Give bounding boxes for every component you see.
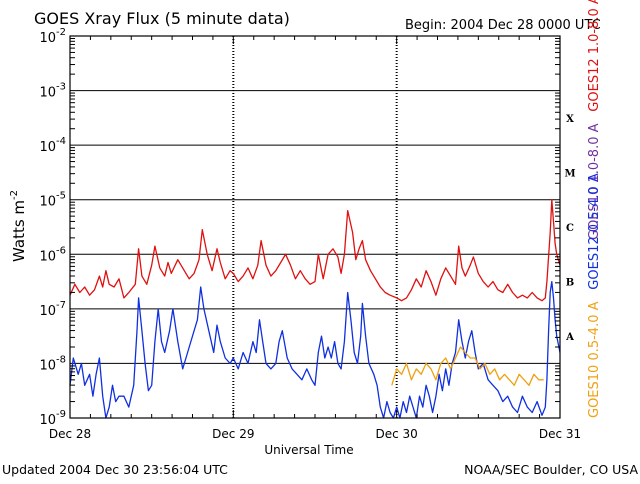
x-tick-label: Dec 31: [539, 427, 581, 441]
y-axis-label: Watts m-2: [9, 190, 28, 262]
plot-frame: [69, 35, 561, 419]
flare-class-label: B: [566, 278, 574, 289]
legend-goes10-short: GOES10 0.5-4.0 A: [587, 301, 602, 418]
flare-class-label: A: [565, 332, 574, 343]
x-tick-labels: Dec 28 Dec 29 Dec 30 Dec 31: [49, 427, 581, 441]
y-tick-label: 10-8: [39, 354, 66, 373]
y-tick-label: 10-4: [39, 136, 66, 155]
flare-class-label: X: [566, 114, 574, 125]
legend-goes10-long: GOES10 1.0-8.0 A: [587, 123, 602, 240]
y-tick-label: 10-3: [39, 82, 66, 101]
legend-goes12-long: GOES12 1.0-8.0 A: [587, 0, 602, 112]
series-lines: [69, 199, 561, 419]
footer-source: NOAA/SEC Boulder, CO USA: [464, 462, 638, 477]
y-tick-label: 10-6: [39, 245, 66, 264]
y-tick-label: 10-2: [39, 27, 66, 46]
chart-title: GOES Xray Flux (5 minute data): [34, 9, 290, 28]
x-tick-label: Dec 29: [212, 427, 254, 441]
y-tick-label: 10-9: [39, 409, 66, 428]
series-line: [391, 346, 544, 386]
flare-class-labels: X M C B A: [564, 114, 575, 343]
y-tick-label: 10-7: [39, 300, 66, 319]
series-line: [69, 280, 561, 419]
grid-lines: [70, 35, 560, 419]
y-tick-label: 10-5: [39, 191, 66, 210]
legend-short-wavelength: GOES10 0.5-4.0 A GOES12 0.5-4.0 A: [587, 173, 602, 418]
legend-long-wavelength: GOES10 1.0-8.0 A GOES12 1.0-8.0 A: [587, 0, 602, 240]
begin-date: Begin: 2004 Dec 28 0000 UTC: [405, 18, 601, 33]
flare-class-label: M: [564, 168, 575, 179]
series-line: [69, 199, 561, 302]
x-tick-label: Dec 28: [49, 427, 91, 441]
plot-border: [69, 35, 561, 419]
flare-class-label: C: [566, 223, 574, 234]
x-axis-label: Universal Time: [264, 443, 353, 457]
x-tick-label: Dec 30: [376, 427, 418, 441]
y-tick-labels: 10-2 10-3 10-4 10-5 10-6 10-7 10-8 10-9: [39, 27, 66, 428]
footer-updated: Updated 2004 Dec 30 23:56:04 UTC: [2, 462, 228, 477]
legend-goes12-short: GOES12 0.5-4.0 A: [587, 173, 602, 290]
